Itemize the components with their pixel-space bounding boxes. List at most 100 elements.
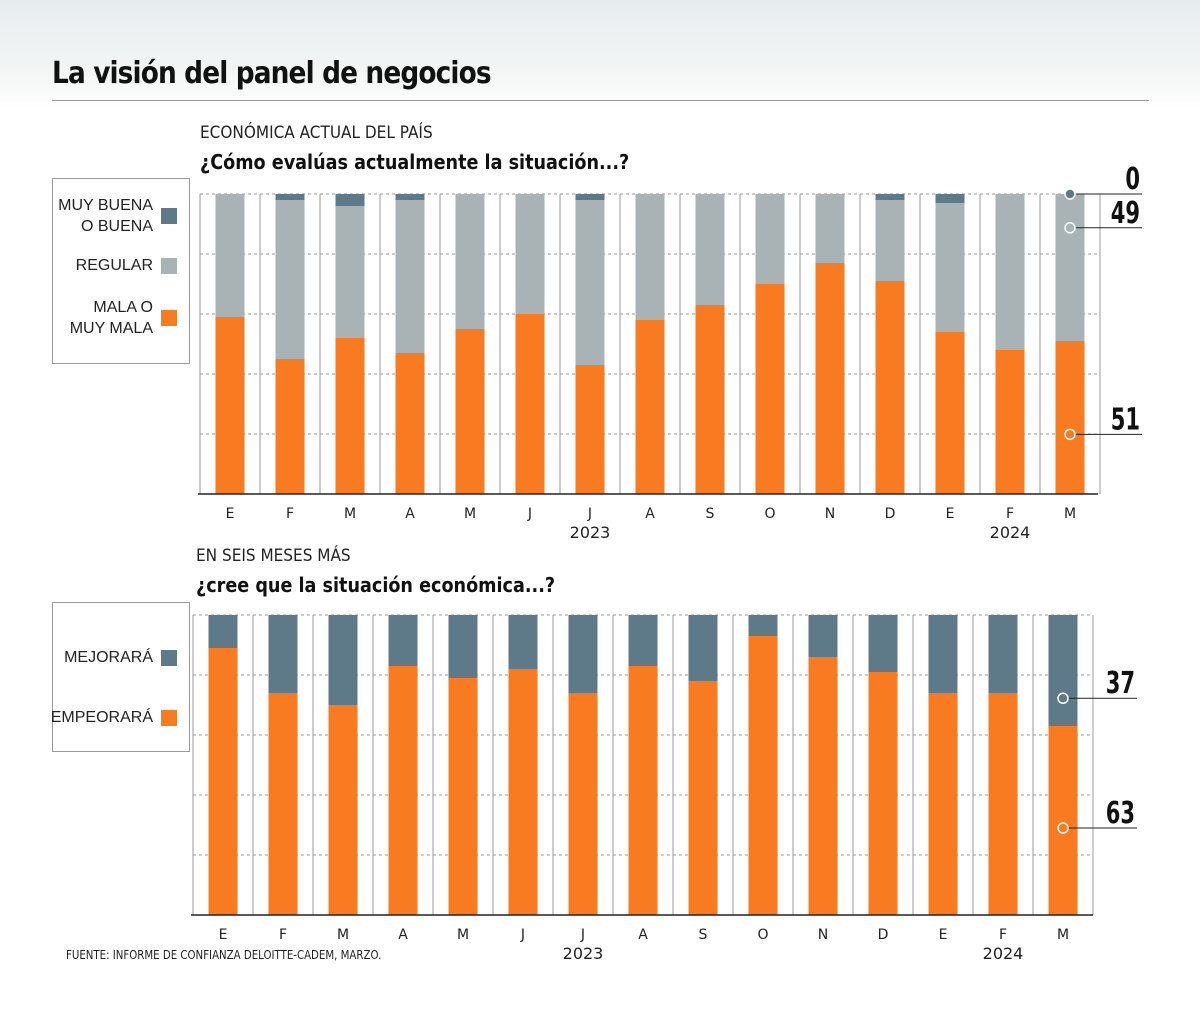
- bar-chart1-s1-0: [215, 194, 245, 317]
- bar-chart2-s1-14: [1048, 615, 1078, 726]
- chart2-title: ¿cree que la situación económica...?: [196, 573, 556, 597]
- bar-chart1-s1-14: [1055, 194, 1085, 341]
- bar-chart2-s0-14: [1048, 726, 1078, 915]
- callout-dot: [1057, 822, 1069, 834]
- bar-chart1-s0-3: [395, 353, 425, 494]
- bar-chart1-s2-6: [575, 194, 605, 200]
- bar-chart1-s1-11: [875, 200, 905, 281]
- bar-chart2-s0-1: [268, 693, 298, 915]
- bar-chart2-s0-11: [868, 672, 898, 915]
- end-value-label: 37: [1106, 666, 1135, 701]
- bar-chart2-s1-7: [628, 615, 658, 666]
- x-tick-label: E: [946, 506, 955, 522]
- bar-chart1-s2-12: [935, 194, 965, 203]
- legend-item-empeorara: EMPEORARÁ: [51, 707, 177, 728]
- bar-chart1-s2-3: [395, 194, 425, 200]
- bar-chart1-s1-6: [575, 200, 605, 365]
- x-tick-label: D: [885, 506, 896, 522]
- x-tick-label: M: [1064, 506, 1076, 522]
- chart1-title: ¿Cómo evalúas actualmente la situación..…: [200, 150, 630, 174]
- bar-chart2-s0-5: [508, 669, 538, 915]
- legend-item-mejorara: MEJORARÁ: [64, 647, 177, 668]
- x-tick-label: F: [279, 927, 287, 943]
- bar-chart1-s1-7: [635, 194, 665, 320]
- end-value-label: 51: [1111, 403, 1140, 438]
- bar-chart2-s1-0: [208, 615, 238, 648]
- bar-chart2-s1-3: [388, 615, 418, 666]
- bar-chart1-s1-12: [935, 203, 965, 332]
- legend-swatch-orange: [161, 310, 177, 326]
- bar-chart1-s0-1: [275, 359, 305, 494]
- bar-chart1-s1-2: [335, 206, 365, 338]
- bar-chart1-s1-13: [995, 194, 1025, 350]
- bar-chart2-s1-11: [868, 615, 898, 672]
- callout-dot: [1064, 188, 1076, 200]
- legend-label-regular: REGULAR: [75, 257, 153, 274]
- bar-chart2-s1-12: [928, 615, 958, 693]
- x-tick-label: M: [1057, 927, 1069, 943]
- x-tick-label: A: [405, 506, 415, 522]
- bar-chart2-s1-9: [748, 615, 778, 636]
- bar-chart1-s0-10: [815, 263, 845, 494]
- x-tick-label: O: [757, 927, 768, 943]
- legend-swatch-slate-2: [161, 649, 177, 666]
- bar-chart1-s2-1: [275, 194, 305, 200]
- bar-chart2-s1-2: [328, 615, 358, 705]
- end-value-label: 63: [1106, 796, 1135, 831]
- bar-chart1-s1-1: [275, 200, 305, 359]
- bar-chart2-s0-7: [628, 666, 658, 915]
- bar-chart2-s1-13: [988, 615, 1018, 693]
- x-tick-label: S: [706, 506, 715, 522]
- bar-chart2-s1-1: [268, 615, 298, 693]
- end-value-label: 49: [1111, 196, 1140, 231]
- legend-label-muy-buena: MUY BUENA O BUENA: [58, 197, 153, 235]
- callout-dot: [1057, 692, 1069, 704]
- x-tick-label: J: [587, 506, 592, 522]
- x-tick-label: F: [999, 927, 1007, 943]
- legend-label-mala: MALA O MUY MALA: [69, 299, 153, 337]
- bar-chart1-s1-8: [695, 194, 725, 305]
- legend-swatch-orange-2: [161, 709, 177, 726]
- source-note: FUENTE: INFORME DE CONFIANZA DELOITTE-CA…: [66, 948, 382, 962]
- year-label: 2023: [563, 944, 604, 963]
- bar-chart2-s0-8: [688, 681, 718, 915]
- callout-dot: [1064, 428, 1076, 441]
- x-tick-label: E: [939, 927, 948, 943]
- legend-item-mala: MALA O MUY MALA: [70, 297, 177, 339]
- bar-chart1-s1-3: [395, 200, 425, 353]
- bar-chart1-s0-6: [575, 365, 605, 494]
- title-divider: [52, 100, 1149, 101]
- chart1-legend: MUY BUENA O BUENA REGULAR MALA O MUY MAL…: [52, 178, 190, 364]
- x-tick-label: E: [226, 506, 235, 522]
- x-tick-label: F: [286, 506, 294, 522]
- x-tick-label: A: [398, 927, 408, 943]
- bar-chart2-s1-10: [808, 615, 838, 657]
- bar-chart1-s0-7: [635, 320, 665, 494]
- x-tick-label: M: [464, 506, 476, 522]
- chart2-legend: MEJORARÁ EMPEORARÁ: [51, 602, 190, 752]
- bar-chart2-s1-6: [568, 615, 598, 693]
- chart1-svg: E F M A M J J A S O N D E F M 2023 2024 049 51: [198, 162, 1142, 542]
- x-tick-label: N: [825, 506, 835, 522]
- bar-chart1-s2-11: [875, 194, 905, 200]
- bar-chart2-s0-0: [208, 648, 238, 915]
- bar-chart2-s0-6: [568, 693, 598, 915]
- bar-chart1-s2-2: [335, 194, 365, 206]
- bar-chart1-s1-10: [815, 194, 845, 263]
- x-tick-label: M: [457, 927, 469, 943]
- callout-dot: [1064, 222, 1076, 234]
- bar-chart2-s0-4: [448, 678, 478, 915]
- bar-chart2-s0-10: [808, 657, 838, 915]
- bar-chart2-s0-12: [928, 693, 958, 915]
- bar-chart1-s1-5: [515, 194, 545, 314]
- bar-chart2-s0-2: [328, 705, 358, 915]
- legend-item-regular: REGULAR: [76, 255, 177, 276]
- legend-label-mejorara: MEJORARÁ: [64, 649, 153, 666]
- x-tick-label: O: [764, 506, 775, 522]
- x-tick-label: J: [527, 506, 532, 522]
- year-label: 2023: [570, 523, 611, 542]
- bar-chart2-s1-5: [508, 615, 538, 669]
- x-tick-label: F: [1006, 506, 1014, 522]
- bar-chart2-s1-8: [688, 615, 718, 681]
- x-tick-label: S: [699, 927, 708, 943]
